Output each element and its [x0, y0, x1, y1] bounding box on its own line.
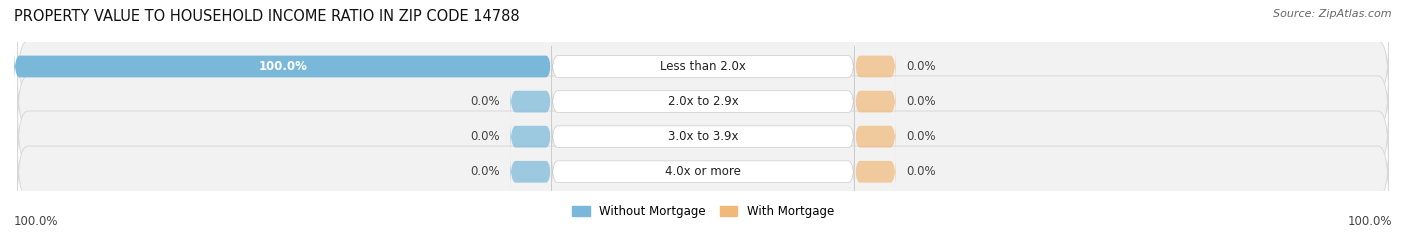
FancyBboxPatch shape — [17, 75, 1389, 129]
Text: 0.0%: 0.0% — [907, 130, 936, 143]
Text: 4.0x or more: 4.0x or more — [665, 165, 741, 178]
FancyBboxPatch shape — [551, 81, 855, 122]
Text: 0.0%: 0.0% — [470, 165, 499, 178]
FancyBboxPatch shape — [17, 40, 1389, 93]
Text: 2.0x to 2.9x: 2.0x to 2.9x — [668, 95, 738, 108]
FancyBboxPatch shape — [551, 151, 855, 192]
Text: Source: ZipAtlas.com: Source: ZipAtlas.com — [1274, 9, 1392, 19]
FancyBboxPatch shape — [855, 49, 896, 84]
FancyBboxPatch shape — [855, 120, 896, 154]
FancyBboxPatch shape — [855, 154, 896, 189]
Text: 3.0x to 3.9x: 3.0x to 3.9x — [668, 130, 738, 143]
Text: Less than 2.0x: Less than 2.0x — [659, 60, 747, 73]
Text: 0.0%: 0.0% — [470, 95, 499, 108]
FancyBboxPatch shape — [551, 116, 855, 157]
FancyBboxPatch shape — [510, 154, 551, 189]
Text: 100.0%: 100.0% — [14, 215, 59, 228]
Text: 100.0%: 100.0% — [259, 60, 307, 73]
Text: 100.0%: 100.0% — [1347, 215, 1392, 228]
FancyBboxPatch shape — [14, 49, 551, 84]
Text: 0.0%: 0.0% — [470, 130, 499, 143]
FancyBboxPatch shape — [510, 84, 551, 119]
FancyBboxPatch shape — [551, 46, 855, 87]
FancyBboxPatch shape — [17, 145, 1389, 199]
FancyBboxPatch shape — [17, 110, 1389, 164]
Legend: Without Mortgage, With Mortgage: Without Mortgage, With Mortgage — [572, 205, 834, 218]
Text: PROPERTY VALUE TO HOUSEHOLD INCOME RATIO IN ZIP CODE 14788: PROPERTY VALUE TO HOUSEHOLD INCOME RATIO… — [14, 9, 520, 24]
Text: 0.0%: 0.0% — [907, 95, 936, 108]
FancyBboxPatch shape — [510, 120, 551, 154]
Text: 0.0%: 0.0% — [907, 165, 936, 178]
Text: 0.0%: 0.0% — [907, 60, 936, 73]
FancyBboxPatch shape — [855, 84, 896, 119]
